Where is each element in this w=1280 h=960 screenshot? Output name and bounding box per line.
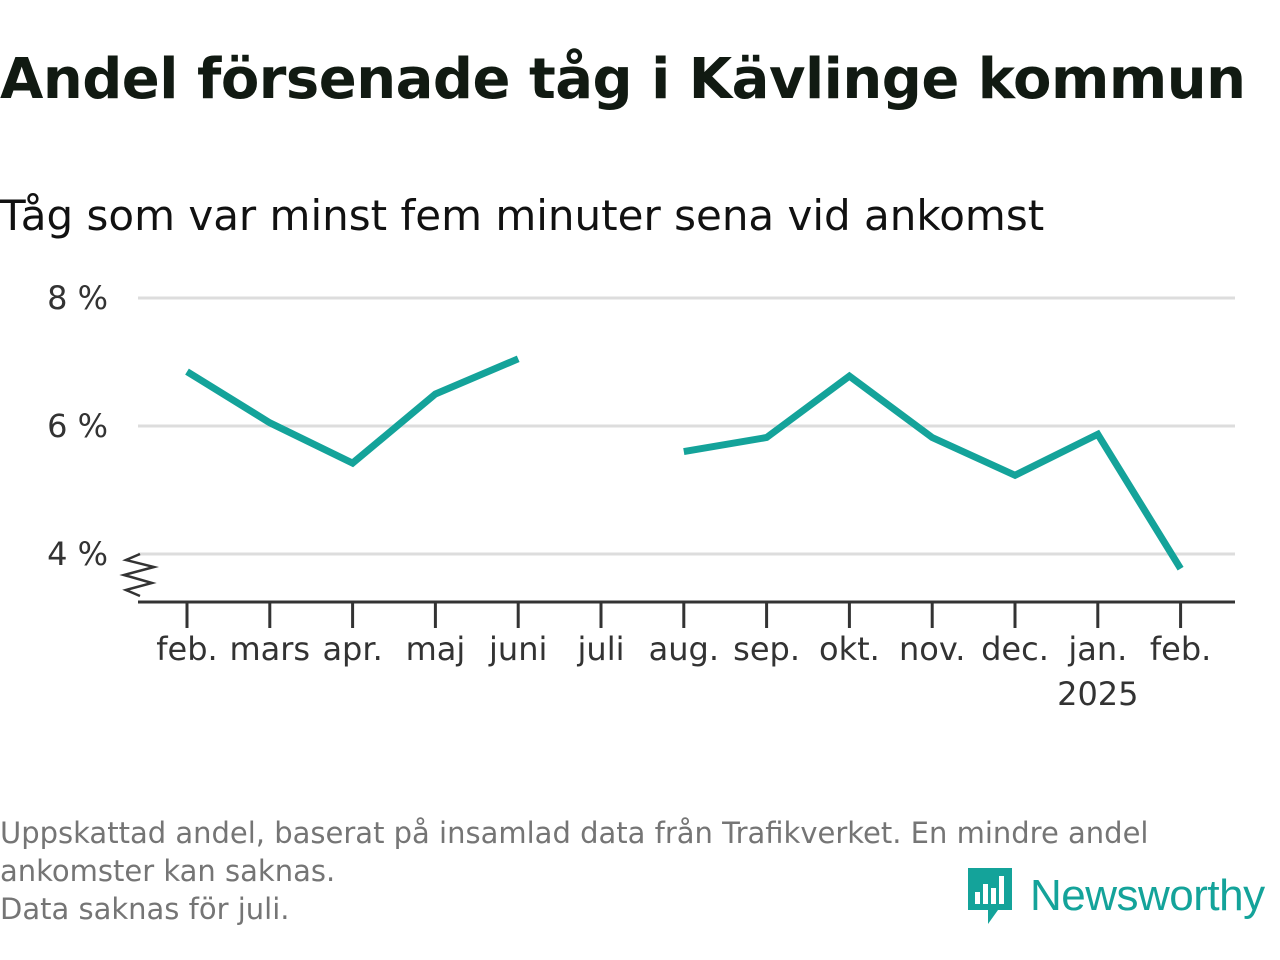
x-tick-label: sep. xyxy=(733,630,800,668)
footnote-line-2: ankomster kan saknas. xyxy=(0,854,336,888)
series-line xyxy=(185,355,520,468)
y-tick-label: 6 % xyxy=(47,407,108,445)
chart-subtitle: Tåg som var minst fem minuter sena vid a… xyxy=(0,191,1045,240)
x-tick-label: juli xyxy=(577,630,625,668)
y-tick-label: 8 % xyxy=(47,279,108,317)
x-tick-label: juni xyxy=(488,630,547,668)
x-tick-label: nov. xyxy=(899,630,965,668)
x-tick-label: jan. xyxy=(1067,630,1127,668)
x-tick-label: apr. xyxy=(322,630,382,668)
brand-name: Newsworthy xyxy=(1030,871,1265,920)
x-tick-label: dec. xyxy=(981,630,1049,668)
x-tick-label: feb. xyxy=(156,630,217,668)
line-chart: 4 % 6 % 8 % feb. mars apr. maj juni juli aug. sep.… xyxy=(47,279,1235,713)
footnote-line-1: Uppskattad andel, baserat på insamlad da… xyxy=(0,816,1149,850)
footnote-line-3: Data saknas för juli. xyxy=(0,892,290,926)
x-tick-label: maj xyxy=(406,630,466,668)
y-tick-label: 4 % xyxy=(47,535,108,573)
x-tick-label: feb. xyxy=(1150,630,1211,668)
brand-logo: Newsworthy xyxy=(964,864,1265,928)
footnote: Uppskattad andel, baserat på insamlad da… xyxy=(0,814,1270,928)
axis-break-icon xyxy=(119,552,159,598)
series-line xyxy=(683,371,1184,571)
newsworthy-logo-icon xyxy=(968,868,1012,924)
x-tick-label: aug. xyxy=(649,630,719,668)
x-tick-sublabel: 2025 xyxy=(1057,675,1138,713)
x-tick-label: okt. xyxy=(819,630,880,668)
chart-title: Andel försenade tåg i Kävlinge kommun xyxy=(0,47,1246,112)
x-tick-label: mars xyxy=(229,630,310,668)
